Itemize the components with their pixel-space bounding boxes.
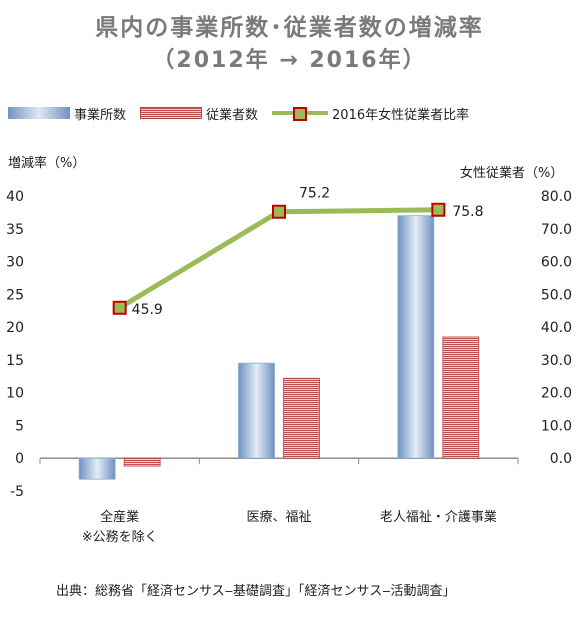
left-axis-tick-label: -5 — [10, 484, 24, 500]
bar-establishments — [238, 362, 275, 459]
legend-item-female-ratio: 2016年女性従業者比率 — [272, 104, 469, 123]
series-line-female-ratio — [118, 207, 439, 310]
left-axis-tick-label: 30 — [6, 255, 24, 271]
legend-label-establishments: 事業所数 — [74, 107, 127, 123]
left-axis-tick-label: 35 — [6, 222, 24, 238]
right-axis-tick-label: 10.0 — [541, 418, 572, 434]
right-axis-tick-label: 50.0 — [541, 287, 572, 303]
category-label: 全産業 — [100, 509, 139, 525]
left-axis-tick-label: 10 — [6, 386, 24, 402]
legend: 事業所数 従業者数 2016年女性従業者比率 — [8, 102, 483, 124]
chart-title: 県内の事業所数･従業者数の増減率 — [95, 15, 484, 41]
right-axis-title: 女性従業者（%） — [460, 166, 564, 181]
line-marker — [112, 300, 127, 315]
right-axis-tick-label: 20.0 — [541, 386, 572, 402]
left-axis-title: 増減率（%） — [8, 156, 86, 171]
right-axis-tick-label: 80.0 — [541, 189, 572, 205]
line-marker — [272, 204, 286, 219]
category-label: ※公務を除く — [82, 530, 158, 545]
legend-item-establishments: 事業所数 — [8, 104, 126, 123]
bar-establishments — [78, 457, 116, 480]
right-axis-tick-label: 60.0 — [541, 255, 572, 271]
category-label: 老人福祉・介護事業 — [380, 509, 497, 525]
left-axis-tick-label: 40 — [6, 189, 24, 205]
chart-subtitle: （2012年 → 2016年） — [152, 48, 427, 73]
legend-swatch-establishments — [8, 107, 70, 119]
right-axis-tick-label: 30.0 — [541, 353, 572, 369]
left-axis-tick-label: 20 — [6, 320, 24, 336]
legend-label-employees: 従業者数 — [206, 107, 259, 123]
bar-employees — [442, 336, 480, 459]
left-axis-tick-label: 15 — [6, 353, 24, 369]
right-axis-tick-label: 0.0 — [550, 451, 572, 467]
bar-establishments — [397, 215, 435, 459]
source-note: 出典：総務省「経済センサス‒基礎調査」「経済センサス‒活動調査」 — [56, 584, 456, 599]
right-axis-tick-label: 40.0 — [541, 320, 572, 336]
category-label: 医療、福祉 — [246, 510, 311, 525]
data-label: 75.8 — [452, 204, 483, 220]
line-marker — [431, 202, 446, 217]
bar-employees — [123, 457, 161, 467]
data-label: 75.2 — [299, 186, 330, 202]
legend-swatch-female-ratio — [272, 106, 329, 121]
legend-label-female-ratio: 2016年女性従業者比率 — [332, 107, 470, 123]
right-axis-tick-label: 70.0 — [541, 222, 572, 238]
data-label: 45.9 — [132, 302, 163, 318]
legend-swatch-employees — [140, 107, 203, 119]
bar-employees — [283, 377, 320, 459]
left-axis-tick-label: 0 — [15, 451, 24, 467]
left-axis-tick-label: 25 — [6, 287, 24, 303]
legend-item-employees: 従業者数 — [140, 104, 258, 123]
left-axis-tick-label: 5 — [15, 418, 24, 434]
